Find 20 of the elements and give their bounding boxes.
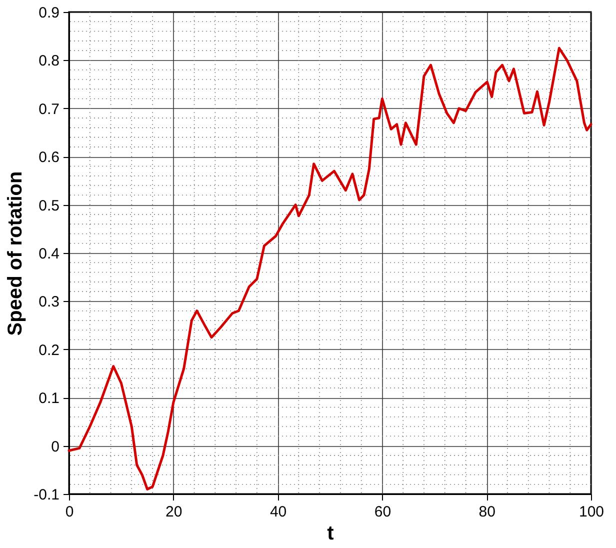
y-tick-label: 0.8	[38, 52, 60, 70]
y-tick-label: -0.1	[34, 486, 60, 504]
y-tick-label: 0.6	[38, 149, 60, 166]
y-tick-label: 0.7	[38, 100, 60, 118]
x-tick-label: 20	[166, 504, 182, 520]
x-tick-label: 0	[65, 504, 74, 520]
line-series	[68, 46, 592, 490]
x-tick-label: 80	[478, 504, 496, 520]
y-tick-label: 0.1	[38, 390, 60, 408]
y-tick-label: 0	[51, 438, 60, 456]
y-tick-label: 0.4	[38, 246, 60, 262]
y-tick-label: 0.3	[38, 294, 60, 311]
x-tick-label: 60	[374, 504, 392, 520]
x-axis-title: t	[327, 522, 334, 544]
y-tick-label: 0.9	[38, 4, 60, 22]
x-tick-label: 40	[270, 504, 287, 520]
y-tick-label: 0.2	[38, 342, 60, 359]
x-tick-label: 100	[578, 504, 604, 520]
y-axis-title: Speed of rotation	[4, 171, 27, 336]
y-tick-label: 0.5	[38, 197, 60, 214]
